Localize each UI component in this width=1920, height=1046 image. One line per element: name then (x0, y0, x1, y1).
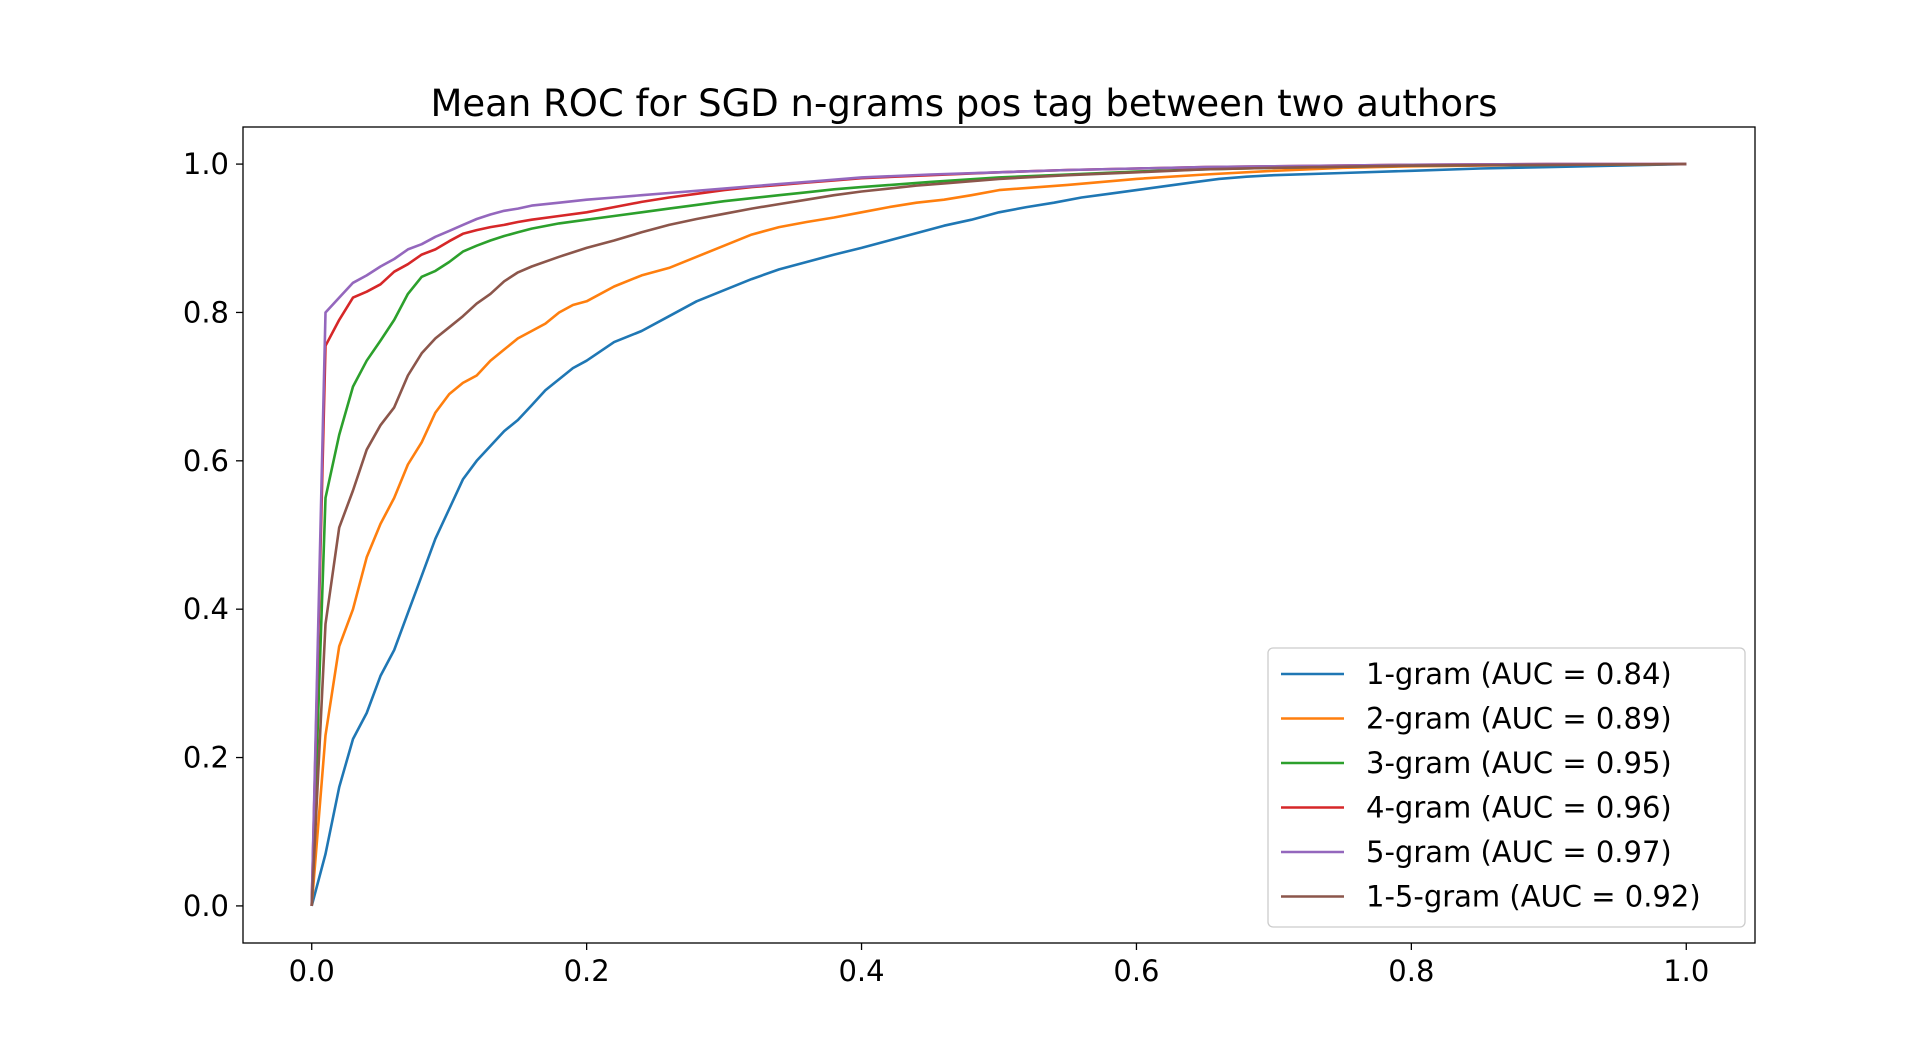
legend-box (1267, 647, 1746, 928)
legend-label-6: 1-5-gram (AUC = 0.92) (1366, 880, 1701, 914)
x-tick-label: 0.6 (1113, 954, 1159, 988)
series-line-2 (310, 162, 1687, 907)
series-line-5 (310, 162, 1687, 906)
x-tick-label: 0.2 (564, 954, 610, 988)
x-tick-label: 0.8 (1388, 954, 1434, 988)
y-tick-label: 0.2 (183, 741, 229, 775)
axes-frame (242, 126, 1756, 944)
x-tick-label: 0.4 (838, 954, 884, 988)
legend-label-2: 2-gram (AUC = 0.89) (1366, 702, 1672, 736)
legend-label-3: 3-gram (AUC = 0.95) (1366, 746, 1672, 780)
x-tick-label: 0.0 (289, 954, 335, 988)
axes: 0.0 0.2 0.4 0.6 0.8 1.0 0.0 0.2 0.4 0.6 0.8 1.0 (183, 147, 1709, 988)
y-tick-label: 0.8 (183, 295, 229, 329)
legend-label-4: 4-gram (AUC = 0.96) (1366, 791, 1672, 825)
y-tick-label: 0.4 (183, 592, 229, 626)
y-tick-label: 1.0 (183, 147, 229, 181)
series-line-1 (310, 162, 1687, 907)
plot-area (310, 162, 1687, 907)
series-line-6 (310, 162, 1687, 906)
chart-title: Mean ROC for SGD n-grams pos tag between… (430, 82, 1497, 125)
legend-label-1: 1-gram (AUC = 0.84) (1366, 657, 1672, 691)
y-tick-label: 0.0 (183, 889, 229, 923)
y-tick-label: 0.6 (183, 444, 229, 478)
legend: 1-gram (AUC = 0.84) 2-gram (AUC = 0.89) 3-… (1267, 647, 1746, 928)
x-tick-label: 1.0 (1663, 954, 1709, 988)
legend-label-5: 5-gram (AUC = 0.97) (1366, 835, 1672, 869)
